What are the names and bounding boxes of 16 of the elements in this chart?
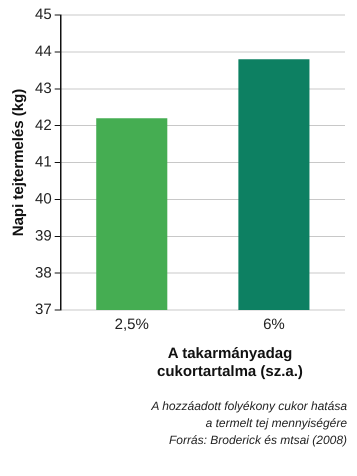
y-tick-label: 41 (34, 154, 52, 171)
y-tick-label: 40 (34, 190, 52, 208)
y-tick-label: 39 (34, 227, 52, 244)
y-axis-title: Napi tejtermelés (kg) (10, 88, 28, 236)
x-tick-label: 2,5% (114, 316, 149, 334)
x-tick-label: 6% (263, 316, 285, 334)
y-tick-label: 37 (34, 301, 52, 318)
y-tick-label: 43 (34, 80, 52, 97)
text: a termelt tej mennyiségére (204, 415, 347, 432)
x-axis-title: A takarmányadag cukortartalma (sz.a.) (156, 345, 304, 381)
y-tick-label: 45 (34, 6, 52, 24)
y-tick-label: 42 (34, 116, 52, 134)
y-tick-label: 38 (34, 264, 52, 282)
text: Forrás: Broderick és mtsai (2008) (168, 432, 347, 449)
y-tick-label: 44 (34, 43, 52, 60)
text: A hozzáadott folyékony cukor hatása (151, 398, 347, 415)
